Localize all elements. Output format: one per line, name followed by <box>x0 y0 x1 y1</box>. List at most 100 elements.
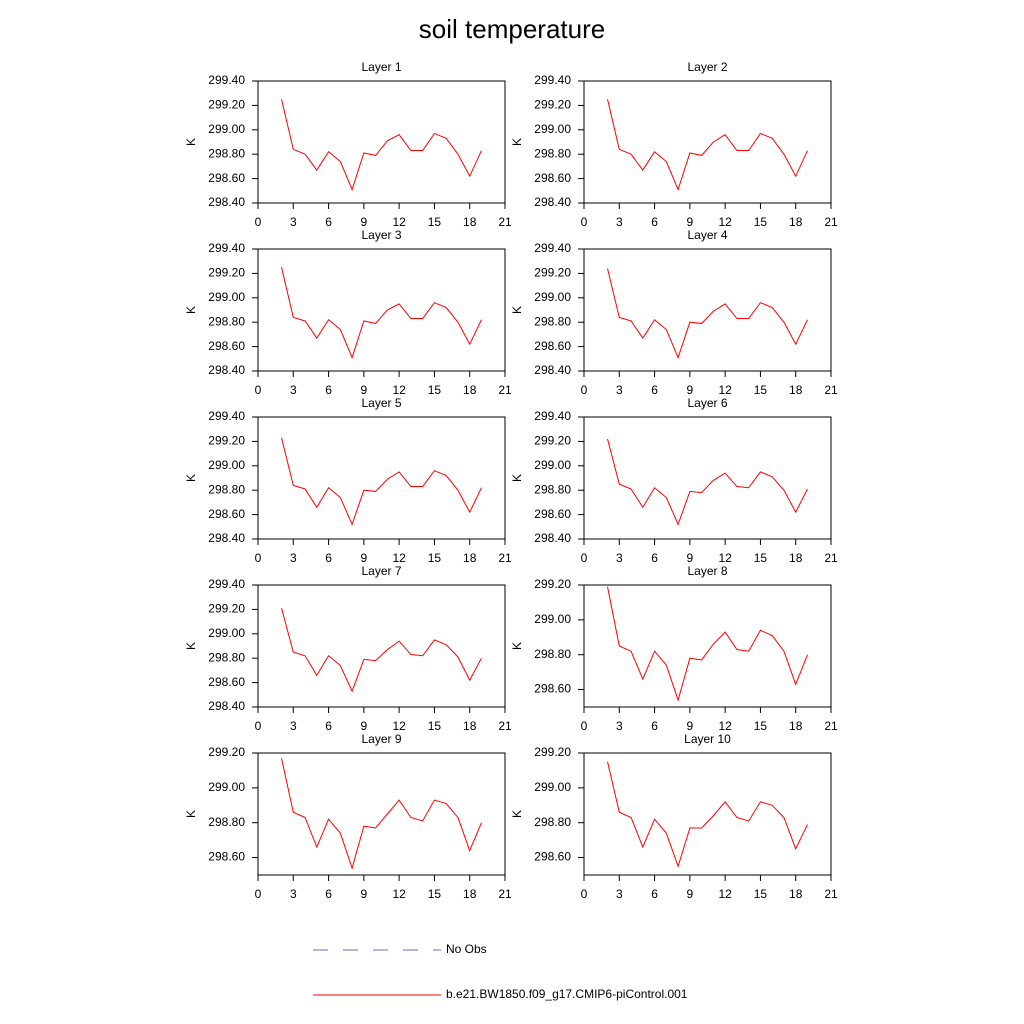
x-tick-label: 0 <box>581 383 588 397</box>
panel-title: Layer 9 <box>361 732 401 746</box>
x-tick-label: 3 <box>616 551 623 565</box>
x-tick-label: 12 <box>392 551 406 565</box>
y-tick-label: 298.80 <box>208 146 245 160</box>
y-tick-label: 299.40 <box>534 73 571 87</box>
x-tick-label: 21 <box>824 719 838 733</box>
x-tick-label: 9 <box>687 383 694 397</box>
y-tick-label: 299.00 <box>534 122 571 136</box>
y-tick-label: 298.80 <box>534 815 571 829</box>
x-tick-label: 3 <box>616 383 623 397</box>
y-tick-label: 299.20 <box>534 577 571 591</box>
y-tick-label: 298.40 <box>534 363 571 377</box>
y-tick-label: 298.80 <box>208 650 245 664</box>
data-line <box>607 99 808 192</box>
y-tick-label: 298.40 <box>208 195 245 209</box>
plot-frame <box>583 584 832 708</box>
x-tick-label: 9 <box>687 551 694 565</box>
plot-frame <box>257 80 506 204</box>
x-tick-label: 21 <box>498 383 512 397</box>
x-tick-label: 15 <box>754 215 768 229</box>
y-tick-label: 298.60 <box>208 171 245 185</box>
legend-label: No Obs <box>446 942 487 956</box>
x-tick-label: 21 <box>498 887 512 901</box>
y-tick-label: 299.20 <box>208 434 245 448</box>
x-tick-label: 18 <box>463 719 477 733</box>
x-tick-label: 6 <box>651 887 658 901</box>
x-tick-label: 12 <box>718 887 732 901</box>
y-tick-label: 299.20 <box>534 434 571 448</box>
y-tick-label: 299.40 <box>208 409 245 423</box>
x-tick-label: 18 <box>463 215 477 229</box>
x-tick-label: 6 <box>325 551 332 565</box>
panel-title: Layer 4 <box>687 228 727 242</box>
x-tick-label: 0 <box>581 551 588 565</box>
y-tick-label: 298.80 <box>208 314 245 328</box>
y-tick-label: 299.00 <box>208 626 245 640</box>
y-tick-label: 299.40 <box>534 409 571 423</box>
y-tick-label: 298.80 <box>534 314 571 328</box>
x-tick-label: 3 <box>616 887 623 901</box>
y-axis-label: K <box>184 642 198 650</box>
x-tick-label: 18 <box>463 887 477 901</box>
x-tick-label: 12 <box>392 887 406 901</box>
data-line <box>607 268 808 360</box>
y-tick-label: 299.40 <box>208 73 245 87</box>
x-tick-label: 12 <box>718 215 732 229</box>
y-tick-label: 299.20 <box>534 98 571 112</box>
x-tick-label: 9 <box>361 215 368 229</box>
y-tick-label: 298.60 <box>208 675 245 689</box>
x-tick-label: 3 <box>616 215 623 229</box>
data-line <box>281 99 482 192</box>
x-tick-label: 9 <box>361 887 368 901</box>
y-axis-label: K <box>184 306 198 314</box>
x-tick-label: 18 <box>789 719 803 733</box>
x-tick-label: 15 <box>428 887 442 901</box>
y-tick-label: 299.20 <box>208 266 245 280</box>
y-tick-label: 299.20 <box>208 602 245 616</box>
y-axis-label: K <box>184 474 198 482</box>
page-title: soil temperature <box>419 14 605 44</box>
x-tick-label: 0 <box>255 215 262 229</box>
panel-title: Layer 10 <box>684 732 731 746</box>
data-line <box>281 608 482 693</box>
x-tick-label: 15 <box>428 215 442 229</box>
y-tick-label: 299.00 <box>534 458 571 472</box>
plot-frame <box>583 752 832 876</box>
x-tick-label: 6 <box>325 719 332 733</box>
x-tick-label: 9 <box>687 887 694 901</box>
x-tick-label: 18 <box>789 887 803 901</box>
y-tick-label: 299.20 <box>534 266 571 280</box>
x-tick-label: 0 <box>581 887 588 901</box>
x-tick-label: 3 <box>290 215 297 229</box>
x-tick-label: 15 <box>754 887 768 901</box>
plot-frame <box>257 416 506 540</box>
y-tick-label: 298.60 <box>534 850 571 864</box>
x-tick-label: 3 <box>290 719 297 733</box>
x-tick-label: 15 <box>754 383 768 397</box>
y-tick-label: 299.00 <box>534 612 571 626</box>
y-axis-label: K <box>510 810 524 818</box>
data-line <box>281 267 482 360</box>
x-tick-label: 18 <box>789 551 803 565</box>
y-tick-label: 299.40 <box>208 241 245 255</box>
x-tick-label: 12 <box>718 551 732 565</box>
y-tick-label: 299.00 <box>208 780 245 794</box>
y-tick-label: 298.60 <box>534 682 571 696</box>
x-tick-label: 21 <box>824 383 838 397</box>
x-tick-label: 15 <box>428 719 442 733</box>
x-tick-label: 3 <box>290 887 297 901</box>
data-line <box>281 758 482 870</box>
x-tick-label: 3 <box>290 551 297 565</box>
x-tick-label: 12 <box>718 719 732 733</box>
y-axis-label: K <box>510 642 524 650</box>
panel-title: Layer 1 <box>361 60 401 74</box>
x-tick-label: 6 <box>651 719 658 733</box>
y-tick-label: 299.00 <box>208 290 245 304</box>
plot-frame <box>583 248 832 372</box>
x-tick-label: 21 <box>498 551 512 565</box>
panel-title: Layer 7 <box>361 564 401 578</box>
x-tick-label: 6 <box>325 383 332 397</box>
x-tick-label: 6 <box>651 215 658 229</box>
x-tick-label: 12 <box>392 215 406 229</box>
